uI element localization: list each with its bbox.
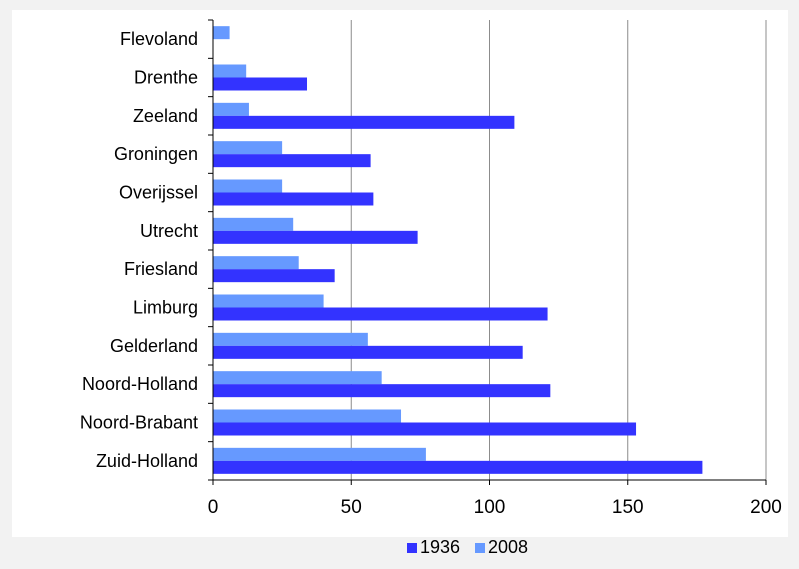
- bar-2008: [213, 179, 283, 193]
- bar-1936: [213, 307, 548, 321]
- category-label: Limburg: [133, 298, 198, 318]
- legend-label-2008: 2008: [488, 537, 528, 557]
- category-label: Flevoland: [120, 29, 198, 49]
- bar-2008: [213, 371, 382, 385]
- bar-1936: [213, 77, 308, 91]
- x-tick-label: 100: [474, 497, 506, 518]
- category-label: Gelderland: [110, 336, 198, 356]
- bar-1936: [213, 115, 515, 129]
- legend-label-1936: 1936: [420, 537, 460, 557]
- category-label: Overijssel: [119, 183, 198, 203]
- category-label: Zuid-Holland: [96, 451, 198, 471]
- bar-1936: [213, 230, 418, 244]
- category-label: Drenthe: [134, 68, 198, 88]
- legend-swatch-1936: [407, 543, 417, 553]
- category-label: Utrecht: [140, 221, 198, 241]
- bar-2008: [213, 217, 294, 231]
- bar-1936: [213, 269, 335, 283]
- bar-2008: [213, 409, 402, 423]
- category-label: Friesland: [124, 259, 198, 279]
- category-label: Groningen: [114, 144, 198, 164]
- bar-2008: [213, 102, 249, 116]
- bar-2008: [213, 141, 283, 155]
- bar-2008: [213, 294, 324, 308]
- bar-1936: [213, 384, 551, 398]
- bar-1936: [213, 422, 637, 436]
- bar-1936: [213, 192, 374, 206]
- bar-1936: [213, 345, 523, 359]
- category-label: Noord-Holland: [82, 374, 198, 394]
- bar-1936: [213, 154, 371, 168]
- bar-2008: [213, 256, 299, 270]
- x-tick-label: 50: [341, 497, 362, 518]
- x-tick-label: 0: [208, 497, 219, 518]
- legend-swatch-2008: [475, 543, 485, 553]
- bar-2008: [213, 447, 426, 461]
- bar-2008: [213, 64, 247, 78]
- bar-1936: [213, 460, 703, 474]
- category-label: Noord-Brabant: [80, 413, 198, 433]
- x-tick-label: 150: [612, 497, 644, 518]
- bar-2008: [213, 332, 368, 346]
- category-label: Zeeland: [133, 106, 198, 126]
- bar-2008: [213, 26, 230, 40]
- x-tick-label: 200: [750, 497, 782, 518]
